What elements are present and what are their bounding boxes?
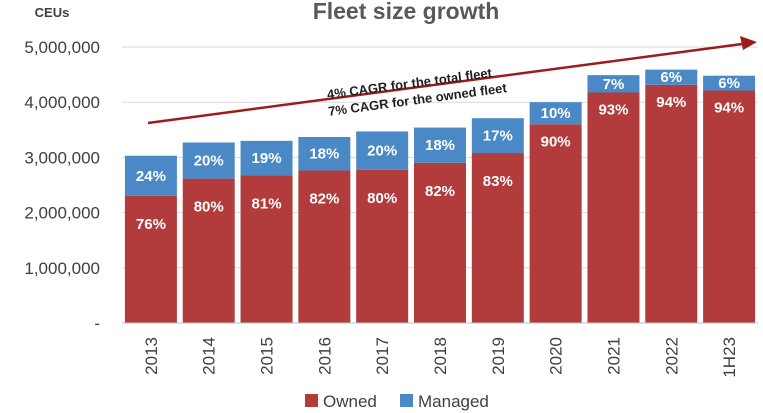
- data-label-owned: 81%: [252, 195, 282, 212]
- legend-label-owned: Owned: [323, 392, 377, 411]
- y-axis-ticks: - 1,000,000 2,000,000 3,000,000 4,000,000 5,0…: [24, 38, 100, 333]
- x-tick-label: 2015: [258, 337, 277, 375]
- bar-managed: [529, 102, 582, 125]
- bar-managed: [356, 131, 409, 170]
- bar-owned: [471, 153, 524, 323]
- bar-managed: [414, 127, 466, 163]
- bar-managed: [703, 75, 756, 91]
- data-label-owned: 94%: [656, 94, 686, 111]
- bar-managed: [182, 142, 235, 179]
- y-tick-label: 3,000,000: [24, 148, 100, 167]
- cagr-arrow-head: [740, 36, 757, 50]
- bar-owned: [703, 90, 756, 323]
- y-tick-label: 4,000,000: [24, 93, 100, 112]
- data-label-managed: 7%: [603, 76, 625, 93]
- data-label-owned: 83%: [483, 173, 513, 190]
- data-label-managed: 17%: [483, 128, 513, 145]
- bar-managed: [298, 136, 351, 171]
- y-tick-label: 5,000,000: [24, 38, 100, 57]
- x-tick-label: 2017: [373, 337, 392, 375]
- data-label-managed: 24%: [136, 168, 166, 185]
- data-label-owned: 90%: [541, 133, 571, 150]
- data-label-owned: 80%: [367, 190, 397, 207]
- bar-owned: [587, 92, 640, 323]
- cagr-arrow-line: [147, 42, 743, 125]
- x-tick-label: 2020: [547, 337, 566, 375]
- data-label-owned: 82%: [309, 190, 339, 207]
- data-label-managed: 6%: [660, 69, 682, 86]
- data-label-managed: 20%: [367, 143, 397, 160]
- bar-managed: [587, 75, 640, 93]
- data-label-owned: 93%: [598, 102, 628, 119]
- data-label-owned: 82%: [425, 183, 455, 200]
- legend-swatch-managed: [400, 394, 413, 407]
- bar-managed: [471, 118, 524, 154]
- x-tick-label: 1H23: [720, 337, 739, 378]
- bar-owned: [414, 162, 466, 323]
- chart-title: Fleet size growth: [313, 0, 500, 24]
- bars: 24% 76% 20% 80% 19% 81% 18% 82% 20% 80% 18% 82% 17% 8…: [122, 69, 758, 324]
- data-label-managed: 18%: [309, 146, 339, 163]
- legend-swatch-owned: [305, 394, 318, 407]
- data-label-managed: 10%: [541, 105, 571, 122]
- bar-owned: [124, 195, 177, 323]
- bar-owned: [645, 84, 698, 324]
- data-label-owned: 94%: [714, 100, 744, 117]
- x-tick-label: 2013: [142, 337, 161, 375]
- y-tick-label: 2,000,000: [24, 204, 100, 223]
- y-tick-label: 1,000,000: [24, 259, 100, 278]
- x-axis-ticks: 2013 2014 2015 2016 2017 2018 2019 2020 2021 2022…: [142, 337, 739, 378]
- y-tick-label: -: [94, 314, 100, 333]
- data-label-managed: 18%: [425, 137, 455, 154]
- bar-managed: [645, 69, 698, 85]
- bar-managed: [124, 155, 177, 196]
- data-label-managed: 20%: [194, 153, 224, 170]
- data-label-managed: 6%: [718, 75, 740, 92]
- x-tick-label: 2019: [489, 337, 508, 375]
- bar-owned: [298, 170, 351, 323]
- bar-managed: [240, 140, 293, 176]
- bar-owned: [240, 175, 293, 323]
- bar-owned: [182, 178, 235, 323]
- bar-owned: [356, 169, 409, 323]
- bar-owned: [529, 124, 582, 323]
- x-tick-label: 2022: [662, 337, 681, 375]
- data-label-owned: 76%: [136, 216, 166, 233]
- x-tick-label: 2016: [315, 337, 334, 375]
- x-tick-label: 2014: [200, 337, 219, 375]
- legend: Owned Managed: [305, 392, 489, 411]
- x-tick-label: 2021: [604, 337, 623, 375]
- data-label-managed: 19%: [252, 150, 282, 167]
- x-tick-label: 2018: [431, 337, 450, 375]
- legend-label-managed: Managed: [418, 392, 489, 411]
- data-label-owned: 80%: [194, 199, 224, 216]
- y-axis-unit-label: CEUs: [35, 5, 70, 20]
